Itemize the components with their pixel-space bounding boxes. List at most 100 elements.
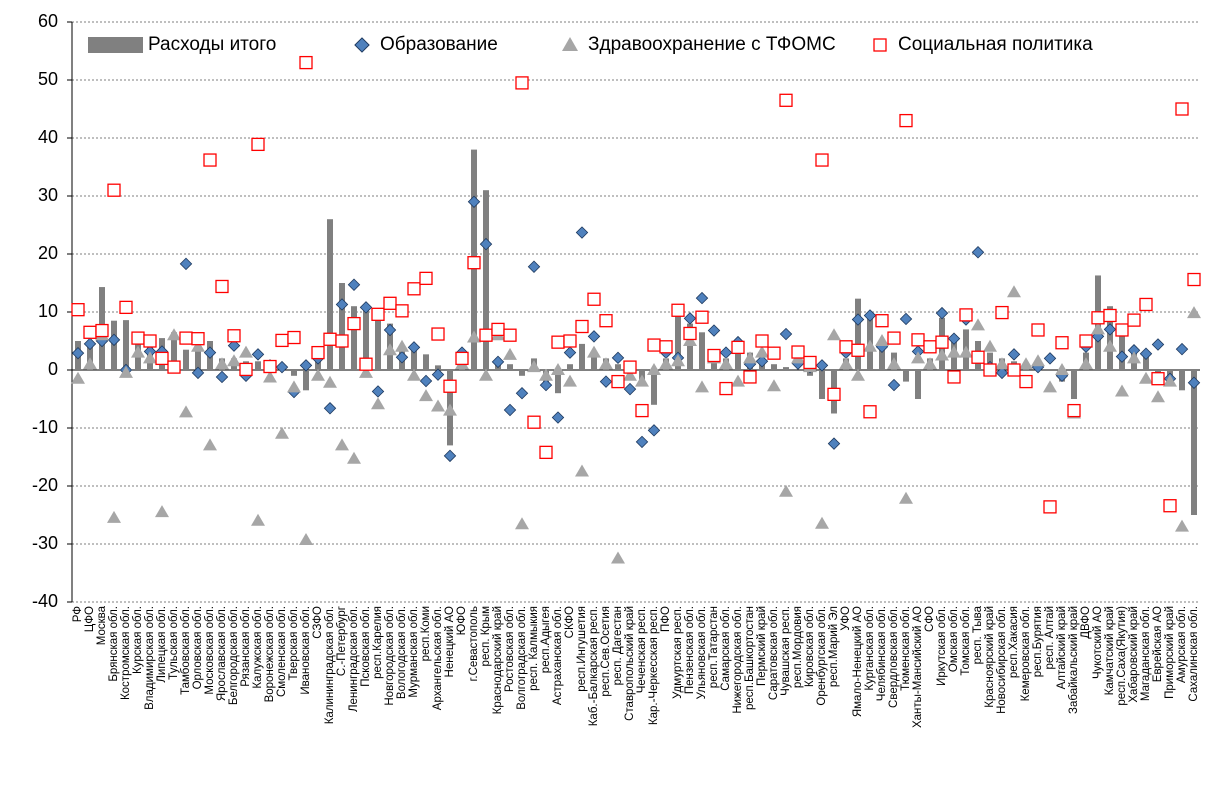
triangle-marker bbox=[479, 368, 493, 381]
x-tick-label: Чеченская респ. bbox=[636, 606, 648, 693]
square-marker bbox=[719, 381, 733, 396]
x-tick-label: Ивановская обл. bbox=[300, 606, 312, 695]
x-tick-label: Калининградская обл. bbox=[324, 606, 336, 724]
x-tick-label: Саратовская обл. bbox=[768, 606, 780, 700]
bar bbox=[411, 346, 417, 370]
x-tick-label: УФО bbox=[840, 606, 852, 631]
x-tick-label: Архангельская обл. bbox=[432, 606, 444, 710]
x-tick-label: Москва bbox=[96, 605, 108, 645]
square-marker bbox=[959, 308, 973, 322]
square-marker bbox=[839, 340, 853, 354]
square-marker bbox=[251, 137, 265, 152]
x-tick-label: Кировская обл. bbox=[804, 606, 816, 687]
triangle-marker bbox=[1103, 339, 1117, 352]
x-tick-label: ДВФО bbox=[1080, 606, 1092, 639]
diamond-marker bbox=[971, 246, 985, 259]
diamond-marker bbox=[215, 370, 229, 384]
legend-swatch bbox=[562, 37, 578, 51]
bar bbox=[1119, 323, 1125, 370]
triangle-marker bbox=[419, 389, 433, 402]
triangle-marker bbox=[227, 354, 241, 367]
diamond-marker bbox=[71, 346, 85, 360]
square-marker bbox=[779, 93, 793, 107]
x-tick-label: респ. Крым bbox=[480, 606, 492, 667]
diamond-marker bbox=[407, 341, 421, 354]
square-marker bbox=[71, 303, 85, 317]
square-marker bbox=[731, 340, 745, 355]
x-tick-label: Кемеровская обл. bbox=[1020, 606, 1032, 701]
diamond-marker bbox=[575, 226, 589, 239]
x-tick-label: Амурская обл. bbox=[1176, 606, 1188, 683]
triangle-marker bbox=[743, 351, 757, 364]
x-tick-label: Чукотский АО bbox=[1092, 606, 1104, 679]
triangle-marker bbox=[203, 438, 217, 451]
x-tick-label: Краснодарский край bbox=[492, 606, 504, 714]
x-tick-label: Липецкая обл. bbox=[156, 606, 168, 683]
x-tick-label: Магаданская обл. bbox=[1140, 606, 1152, 701]
triangle-marker bbox=[863, 339, 877, 352]
square-marker bbox=[1067, 403, 1081, 418]
triangle-marker bbox=[71, 371, 85, 384]
bar bbox=[423, 354, 429, 370]
square-marker bbox=[575, 319, 589, 334]
x-tick-label: Тверская обл. bbox=[288, 606, 300, 681]
diamond-marker bbox=[1127, 344, 1141, 357]
square-marker bbox=[1007, 363, 1021, 377]
x-tick-label: Астраханская обл. bbox=[552, 606, 564, 705]
square-marker bbox=[1079, 334, 1093, 348]
triangle-marker bbox=[371, 397, 385, 410]
x-tick-label: Ярославская обл. bbox=[216, 606, 228, 701]
triangle-marker bbox=[995, 357, 1009, 370]
triangle-marker bbox=[503, 347, 517, 360]
y-tick-label: -20 bbox=[32, 475, 58, 495]
square-marker bbox=[335, 334, 349, 348]
square-marker bbox=[515, 76, 529, 90]
diamond-marker bbox=[611, 351, 625, 365]
x-tick-label: Чувашская респ. bbox=[780, 606, 792, 696]
diamond-marker bbox=[527, 260, 541, 273]
square-marker bbox=[791, 345, 805, 359]
diamond-marker bbox=[755, 355, 769, 368]
square-marker bbox=[191, 332, 205, 346]
square-marker bbox=[611, 374, 625, 389]
triangle-marker bbox=[191, 339, 205, 352]
square-marker bbox=[875, 314, 889, 328]
x-tick-label: ПФО bbox=[660, 606, 672, 632]
diamond-marker bbox=[1115, 350, 1129, 363]
triangle-marker bbox=[431, 399, 445, 412]
y-tick-label: -10 bbox=[32, 417, 58, 437]
bar bbox=[255, 361, 261, 370]
x-tick-label: респ.Сев.Осетия bbox=[600, 606, 612, 697]
triangle-marker bbox=[551, 363, 565, 375]
square-marker bbox=[263, 359, 277, 374]
x-tick-label: Костромская обл. bbox=[120, 606, 132, 700]
x-tick-label: СЗФО bbox=[312, 606, 324, 639]
square-marker bbox=[455, 351, 469, 366]
bar bbox=[675, 312, 681, 370]
square-marker bbox=[1031, 323, 1045, 337]
square-marker bbox=[227, 329, 241, 343]
square-marker bbox=[419, 271, 433, 286]
x-tick-label: Калужская обл. bbox=[252, 606, 264, 689]
square-marker bbox=[359, 357, 373, 371]
bar bbox=[303, 370, 309, 391]
triangle-marker bbox=[1019, 357, 1033, 370]
diamond-marker bbox=[371, 385, 385, 398]
x-tick-label: Мурманская обл. bbox=[408, 606, 420, 698]
bar bbox=[579, 343, 585, 370]
square-marker bbox=[1091, 311, 1105, 325]
diamond-marker bbox=[599, 375, 613, 388]
triangle-marker bbox=[335, 438, 349, 451]
x-tick-label: респ.Карелия bbox=[372, 606, 384, 679]
triangle-marker bbox=[1043, 380, 1057, 393]
diamond-marker bbox=[683, 312, 697, 325]
diamond-marker bbox=[491, 355, 505, 369]
legend-label: Расходы итого bbox=[148, 34, 276, 55]
x-tick-label: Ненецкий АО bbox=[444, 606, 456, 678]
square-marker bbox=[323, 332, 337, 346]
square-marker bbox=[707, 348, 721, 363]
y-tick-label: -40 bbox=[32, 591, 58, 611]
x-tick-label: СКФО bbox=[564, 606, 576, 638]
triangle-marker bbox=[731, 374, 745, 387]
diamond-marker bbox=[851, 313, 865, 326]
